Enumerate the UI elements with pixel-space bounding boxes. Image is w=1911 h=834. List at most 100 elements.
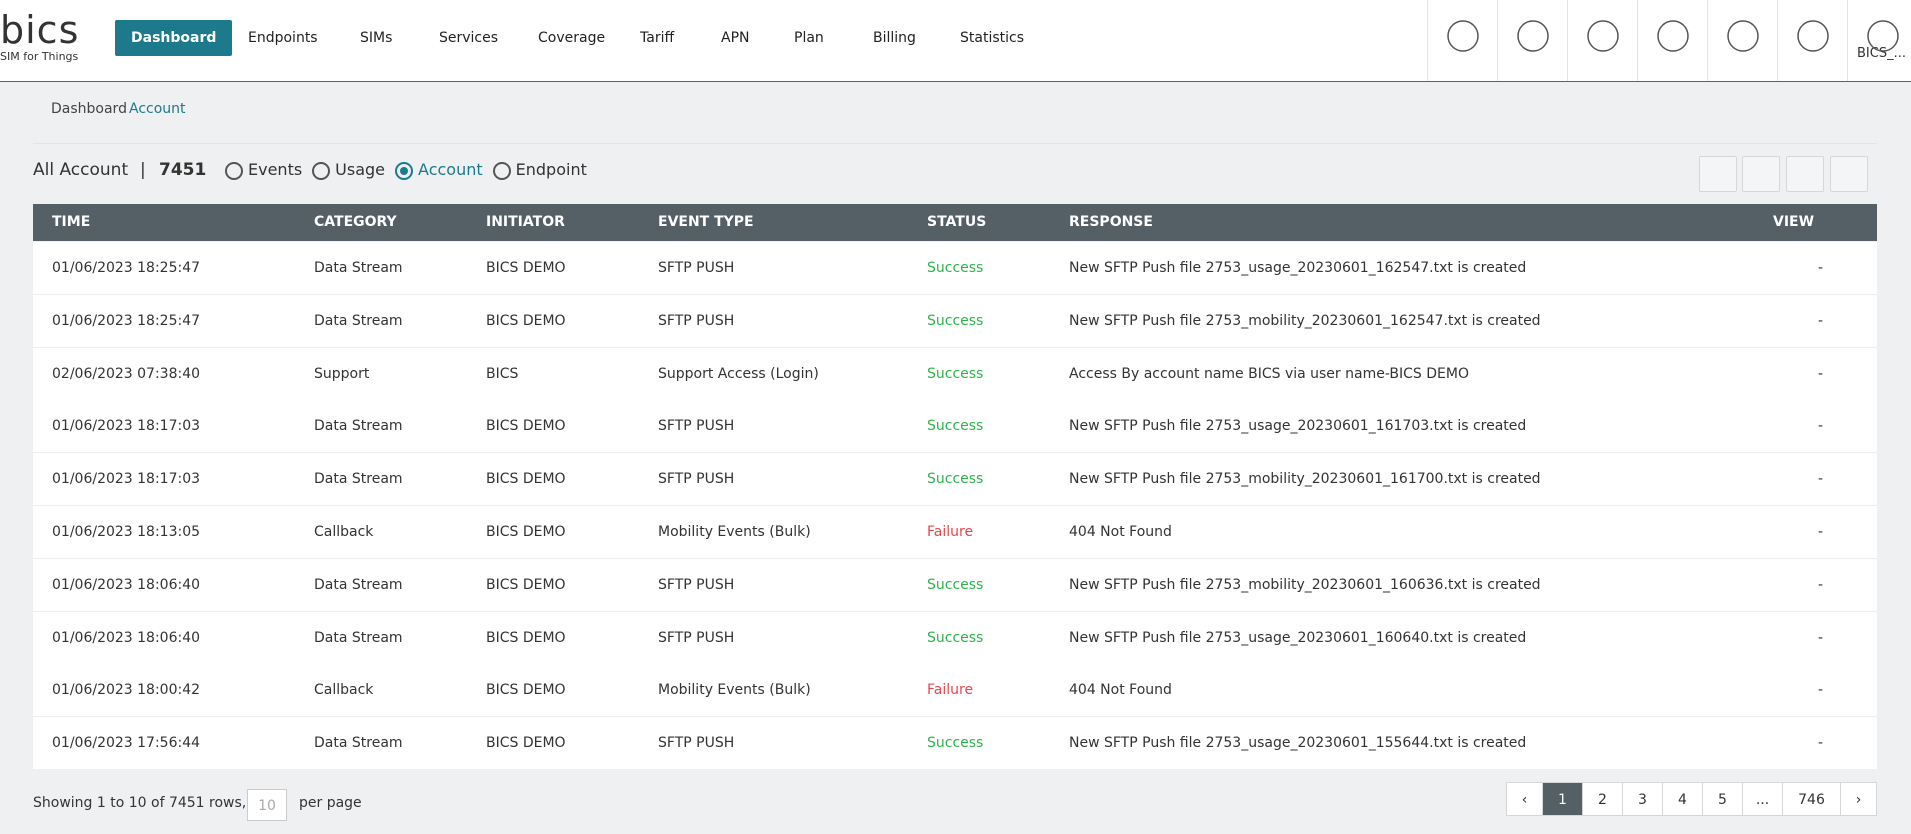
table-cell: BICS DEMO (486, 260, 566, 276)
columns-button[interactable] (1830, 156, 1868, 192)
table-cell: Data Stream (314, 260, 403, 276)
column-header[interactable]: RESPONSE (1069, 214, 1153, 230)
page-button[interactable]: 2 (1582, 782, 1623, 816)
page-button[interactable]: 3 (1622, 782, 1663, 816)
page-button[interactable]: ‹ (1506, 782, 1543, 816)
table-cell: 01/06/2023 18:25:47 (52, 312, 201, 329)
table-cell: BICS DEMO (486, 418, 566, 435)
table-cell: 01/06/2023 18:17:03 (52, 471, 201, 488)
column-header[interactable]: INITIATOR (486, 214, 565, 230)
tagline: SIM for Things (0, 50, 79, 63)
table-cell: - (1818, 524, 1824, 540)
page-button[interactable]: 746 (1782, 782, 1841, 816)
page-size[interactable]: 10 (247, 789, 287, 821)
table-cell: BICS DEMO (486, 524, 566, 540)
icon[interactable] (1637, 0, 1708, 81)
table-cell: Success (927, 260, 984, 276)
table-cell: Access By account name BICS via user nam… (1069, 365, 1469, 382)
icon[interactable] (1567, 0, 1638, 81)
title: All Account (33, 160, 129, 180)
table-cell: New SFTP Push file 2753_usage_20230601_1… (1069, 735, 1527, 752)
table-cell: 404 Not Found (1069, 524, 1172, 540)
table-cell: Support Access (Login) (658, 365, 819, 382)
export-button[interactable] (1742, 156, 1780, 192)
filter-option[interactable]: Endpoint (492, 160, 587, 180)
nav-item[interactable]: Plan (794, 30, 824, 46)
table-cell: 01/06/2023 18:17:03 (52, 418, 201, 435)
column-header[interactable]: EVENT TYPE (658, 214, 754, 230)
table-row (33, 453, 1877, 507)
filter-label: Usage (335, 160, 386, 179)
icon[interactable] (1707, 0, 1778, 81)
table-cell: 02/06/2023 07:38:40 (52, 365, 201, 382)
table-cell: Success (927, 312, 984, 329)
table-cell: New SFTP Push file 2753_mobility_2023060… (1069, 312, 1541, 329)
table-cell: Support (314, 365, 370, 382)
nav-item[interactable]: Statistics (960, 30, 1024, 46)
radio[interactable] (312, 161, 331, 180)
filter-label: Account (418, 160, 483, 179)
icon[interactable] (1777, 0, 1848, 81)
column-header[interactable]: TIME (52, 214, 91, 230)
table-cell: Data Stream (314, 735, 403, 752)
logo: bics (0, 8, 80, 52)
nav-item[interactable]: Endpoints (248, 30, 318, 46)
table-cell: Data Stream (314, 629, 403, 646)
table-cell: 01/06/2023 18:06:40 (52, 629, 201, 646)
refresh-button[interactable] (1786, 156, 1824, 192)
table-cell: 01/06/2023 18:13:05 (52, 524, 201, 540)
nav-item[interactable]: Coverage (538, 30, 606, 46)
count: 7451 (159, 160, 207, 180)
nav-item[interactable]: Services (439, 30, 499, 46)
table-cell: Callback (314, 524, 374, 540)
radio[interactable] (225, 161, 243, 180)
nav-item[interactable]: SIMs (360, 30, 393, 46)
table-cell: - (1818, 735, 1824, 752)
table-cell: BICS DEMO (486, 682, 566, 699)
icon[interactable] (1497, 0, 1568, 81)
filter-button[interactable] (1699, 156, 1737, 192)
table-cell: Success (927, 735, 984, 752)
page-button[interactable]: › (1840, 782, 1877, 816)
page-button[interactable]: 1 (1542, 782, 1583, 816)
radio[interactable] (492, 161, 511, 180)
table-cell: SFTP PUSH (658, 576, 735, 593)
icon[interactable] (1847, 0, 1911, 81)
table-cell: - (1818, 576, 1824, 593)
column-header[interactable]: CATEGORY (314, 214, 397, 230)
table-cell: SFTP PUSH (658, 471, 735, 488)
nav-item[interactable]: Tariff (640, 30, 675, 46)
table-row (33, 558, 1877, 612)
table-row (33, 611, 1877, 665)
page-button[interactable]: ... (1742, 782, 1783, 816)
icon-glyph (1657, 20, 1689, 52)
radio[interactable] (395, 161, 414, 180)
divider (33, 143, 1877, 144)
table-cell: 01/06/2023 17:56:44 (52, 735, 201, 752)
column-header[interactable]: STATUS (927, 214, 987, 230)
filter-option[interactable]: Account (395, 160, 483, 180)
table-cell: Success (927, 629, 984, 646)
user-name[interactable]: BICS_... (1857, 46, 1906, 61)
table-cell: 404 Not Found (1069, 682, 1172, 699)
icon-glyph (1447, 20, 1479, 52)
icon[interactable] (1427, 0, 1498, 81)
filter-option[interactable]: Events (225, 160, 302, 180)
table-cell: Data Stream (314, 576, 403, 593)
icon-glyph (1587, 20, 1619, 52)
nav-item[interactable]: Dashboard (115, 20, 233, 56)
separator: | (140, 160, 146, 180)
table-cell: 01/06/2023 18:00:42 (52, 682, 201, 699)
filter-option[interactable]: Usage (312, 160, 386, 180)
table-cell: Success (927, 576, 984, 593)
column-header[interactable]: VIEW (1773, 214, 1815, 230)
table-cell: Mobility Events (Bulk) (658, 524, 811, 540)
table-cell: SFTP PUSH (658, 312, 735, 329)
page-button[interactable]: 4 (1662, 782, 1703, 816)
breadcrumb-parent[interactable]: Dashboard (51, 101, 127, 117)
nav-item[interactable]: Billing (873, 30, 916, 46)
nav-item[interactable]: APN (721, 30, 750, 46)
table-cell: Success (927, 365, 984, 382)
page-button[interactable]: 5 (1702, 782, 1743, 816)
